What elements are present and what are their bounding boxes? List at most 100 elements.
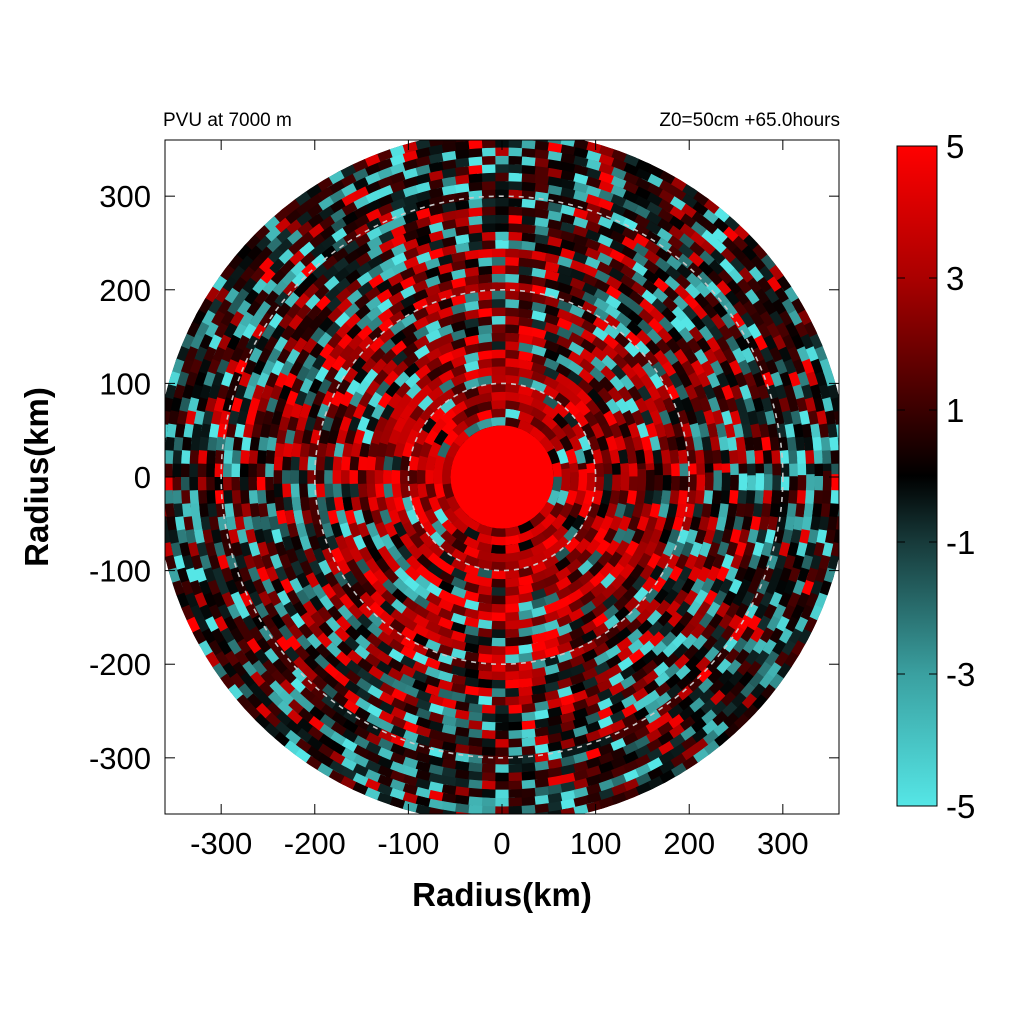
pv-cell: [293, 509, 305, 525]
pv-cell: [455, 794, 472, 806]
pv-cell: [424, 648, 443, 663]
pv-cell: [476, 532, 494, 545]
pv-cell: [741, 513, 753, 531]
pv-cell: [377, 641, 394, 656]
pv-cell: [580, 272, 599, 287]
pv-cell: [508, 789, 523, 800]
pv-cell: [237, 310, 254, 328]
pv-cell: [251, 423, 263, 440]
pv-cell: [521, 813, 539, 814]
pv-cell: [609, 515, 624, 532]
pv-cell: [256, 246, 273, 263]
pv-cell: [318, 733, 336, 750]
pv-cell: [546, 140, 563, 145]
pv-cell: [633, 210, 652, 229]
pv-cell: [370, 579, 388, 598]
pv-cell: [590, 514, 608, 533]
pv-cell: [593, 305, 610, 322]
pv-cell: [544, 671, 562, 684]
pv-cell: [389, 243, 407, 258]
pv-cell: [193, 320, 210, 339]
pv-cell: [248, 490, 259, 507]
pv-cell: [481, 147, 496, 157]
pv-cell: [662, 475, 674, 491]
pv-cell: [505, 636, 523, 649]
pv-cell: [769, 590, 786, 609]
pv-cell: [195, 477, 207, 494]
pv-cell: [633, 231, 651, 248]
pv-cell: [501, 314, 520, 326]
pv-cell: [772, 460, 784, 477]
pv-cell: [681, 735, 698, 751]
pv-cell: [838, 488, 839, 505]
pv-cell: [299, 352, 317, 370]
pv-cell: [278, 553, 293, 572]
pv-cell: [744, 501, 755, 518]
pv-cell: [491, 603, 507, 615]
pv-cell: [433, 455, 446, 472]
pv-cell: [772, 639, 787, 656]
pv-cell: [506, 140, 523, 149]
pv-cell: [298, 623, 314, 640]
pv-cell: [425, 366, 443, 382]
pv-cell: [319, 594, 335, 612]
pv-cell: [353, 378, 371, 397]
pv-cell: [696, 600, 714, 619]
pv-cell: [830, 394, 839, 412]
pv-cell: [303, 644, 321, 662]
pv-cell: [720, 690, 738, 708]
pv-cell: [234, 694, 253, 713]
y-tick-label: 300: [99, 179, 151, 214]
pv-cell: [489, 348, 506, 359]
pv-cell: [298, 470, 308, 488]
pv-cell: [491, 688, 510, 698]
pv-cell: [462, 413, 480, 428]
pv-cell: [221, 490, 233, 506]
reference-circle: [220, 195, 784, 759]
pv-cell: [372, 415, 389, 435]
pv-cell: [593, 641, 611, 657]
pv-cell: [659, 167, 677, 185]
pv-cell: [590, 333, 609, 352]
pv-cell: [461, 140, 483, 142]
pv-cell: [451, 682, 468, 695]
pv-cell: [315, 643, 331, 659]
colorbar-tick-label: 3: [946, 260, 964, 297]
pv-cell: [285, 719, 303, 736]
pv-cell: [690, 622, 707, 639]
pv-cell: [339, 766, 358, 784]
pv-cell: [646, 182, 664, 197]
pv-cell: [677, 684, 695, 701]
pv-cell: [569, 277, 586, 291]
pv-cell: [504, 239, 523, 250]
pv-cell: [221, 449, 233, 466]
pv-cell: [521, 140, 536, 141]
pv-cell: [622, 722, 640, 737]
y-axis-title: Radius(km): [18, 387, 55, 567]
pv-cell: [379, 672, 397, 688]
pv-cell: [478, 687, 496, 698]
pv-cell: [678, 565, 693, 582]
pv-cell: [329, 216, 347, 233]
pv-cell: [547, 150, 563, 162]
pv-cell: [611, 474, 623, 492]
pv-cell: [295, 416, 308, 432]
pv-cell: [665, 599, 683, 617]
pv-cell: [488, 339, 506, 351]
pv-cell: [388, 608, 407, 628]
pv-cell: [326, 605, 343, 623]
pv-cell: [253, 334, 269, 352]
pv-cell: [377, 545, 394, 564]
pv-cell: [505, 373, 520, 385]
pv-cell: [463, 257, 479, 269]
pv-cell: [637, 468, 647, 491]
pv-cell: [376, 288, 393, 304]
pv-cell: [563, 525, 581, 544]
pv-cell: [415, 373, 432, 390]
pv-cell: [286, 416, 299, 432]
pv-cell: [531, 156, 550, 168]
pv-cell: [616, 636, 633, 652]
pv-cell: [732, 702, 750, 721]
pv-cell: [464, 608, 483, 621]
pv-cell: [305, 304, 322, 322]
